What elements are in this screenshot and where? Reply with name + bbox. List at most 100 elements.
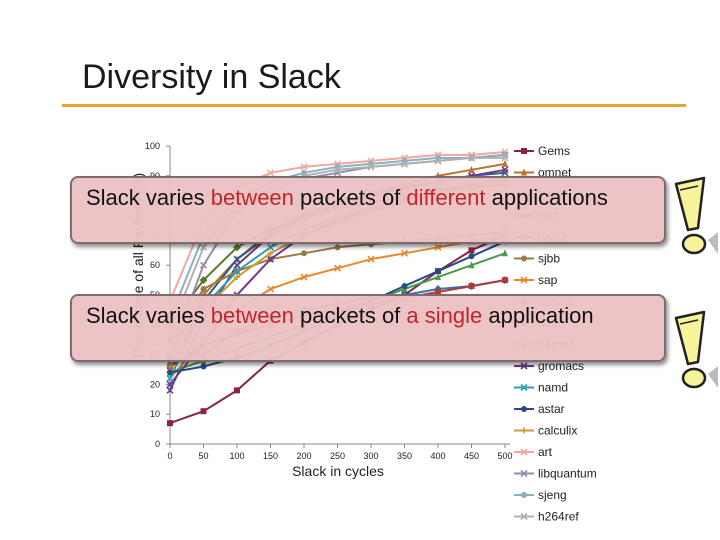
callout1-highlight-between: between bbox=[210, 185, 294, 210]
data-point-gromacs bbox=[166, 380, 174, 388]
legend-label-Gems: Gems bbox=[538, 144, 570, 158]
legend-label-namd: namd bbox=[538, 381, 568, 395]
y-tick-label: 20 bbox=[150, 379, 160, 389]
data-point-h264ref bbox=[367, 163, 375, 171]
data-point-sap bbox=[266, 285, 275, 293]
data-point-gromacs bbox=[266, 255, 275, 263]
data-point-sjbb bbox=[334, 244, 341, 251]
legend-marker-namd bbox=[520, 383, 528, 392]
legend-label-libquantum: libquantum bbox=[538, 467, 597, 481]
title-underline bbox=[62, 104, 686, 107]
legend-label-sjbb: sjbb bbox=[538, 252, 560, 266]
callout2-prefix: Slack varies bbox=[86, 303, 211, 328]
data-point-sap bbox=[367, 255, 375, 263]
legend-marker-art bbox=[520, 448, 528, 456]
data-point-namd bbox=[233, 267, 241, 275]
callout2-highlight-between: between bbox=[210, 303, 294, 328]
data-point-sap bbox=[400, 249, 409, 257]
data-point-h264ref bbox=[400, 160, 409, 168]
legend-marker-sjeng bbox=[521, 492, 527, 498]
data-point-Gems bbox=[167, 420, 173, 427]
data-point-Gems bbox=[234, 387, 240, 394]
legend-label-gromacs: gromacs bbox=[538, 359, 584, 373]
data-point-art bbox=[266, 169, 275, 177]
data-point-h264ref bbox=[434, 157, 442, 165]
legend-marker-calculix bbox=[521, 427, 527, 434]
legend-label-h264ref: h264ref bbox=[538, 510, 579, 524]
data-point-omnet bbox=[468, 165, 475, 173]
legend-label-art: art bbox=[538, 445, 553, 459]
data-point-sap bbox=[300, 273, 308, 281]
callout1-prefix: Slack varies bbox=[86, 185, 211, 210]
data-point-barnes bbox=[468, 261, 475, 269]
y-tick-label: 0 bbox=[155, 439, 160, 449]
data-point-namd bbox=[166, 374, 174, 383]
data-point-bzip2 bbox=[501, 166, 509, 174]
data-point-astar bbox=[468, 253, 475, 260]
data-point-astar bbox=[435, 268, 441, 275]
data-point-barnes bbox=[435, 273, 441, 281]
data-point-calculix bbox=[267, 250, 274, 257]
x-axis-label: Slack in cycles bbox=[292, 463, 384, 479]
data-point-art bbox=[300, 163, 308, 171]
data-point-Gems bbox=[468, 247, 475, 254]
callout2-highlight-single: a single bbox=[406, 303, 483, 328]
data-point-omnet bbox=[502, 159, 508, 167]
data-point-Gems bbox=[200, 408, 207, 415]
data-point-sjbb bbox=[301, 250, 307, 257]
data-point-astar bbox=[167, 369, 173, 376]
legend-marker-omnet bbox=[521, 168, 527, 176]
x-tick-label: 100 bbox=[229, 451, 244, 461]
data-point-bzip2 bbox=[166, 386, 174, 394]
legend-label-calculix: calculix bbox=[538, 424, 577, 438]
x-tick-label: 350 bbox=[397, 451, 412, 461]
data-point-deal bbox=[502, 277, 508, 284]
x-tick-label: 500 bbox=[497, 451, 512, 461]
legend-marker-gromacs bbox=[520, 362, 528, 370]
legend-label-sjeng: sjeng bbox=[538, 488, 567, 502]
legend-label-sap: sap bbox=[538, 273, 558, 287]
x-tick-label: 50 bbox=[198, 451, 208, 461]
x-tick-label: 400 bbox=[430, 451, 445, 461]
data-point-tpcw bbox=[199, 276, 208, 285]
callout2-middle: packets of bbox=[293, 303, 407, 328]
y-tick-label: 100 bbox=[145, 141, 160, 151]
x-tick-label: 450 bbox=[464, 451, 479, 461]
data-point-h264ref bbox=[333, 166, 342, 174]
legend-marker-sjbb bbox=[521, 255, 527, 262]
data-point-calculix bbox=[234, 274, 240, 281]
data-point-sap bbox=[434, 243, 442, 251]
data-point-astar bbox=[401, 283, 408, 290]
callout-single-application: Slack varies between packets of a single… bbox=[70, 294, 666, 362]
data-point-astar bbox=[200, 363, 207, 370]
x-tick-label: 150 bbox=[263, 451, 278, 461]
data-point-mcf bbox=[233, 255, 241, 263]
legend-marker-libquantum bbox=[520, 469, 528, 478]
y-tick-label: 60 bbox=[150, 260, 160, 270]
data-point-deal bbox=[435, 289, 441, 296]
legend-marker-Gems bbox=[521, 148, 527, 154]
data-point-sjbb bbox=[200, 286, 207, 293]
data-point-barnes bbox=[502, 249, 508, 257]
data-point-sap bbox=[333, 264, 342, 272]
x-tick-label: 0 bbox=[167, 451, 172, 461]
data-point-calculix bbox=[167, 363, 173, 370]
exclamation-icon bbox=[674, 176, 718, 255]
data-point-bzip2 bbox=[233, 261, 241, 269]
data-point-deal bbox=[468, 283, 475, 290]
callout1-suffix: applications bbox=[485, 185, 608, 210]
data-point-h264ref bbox=[199, 243, 208, 251]
legend-label-astar: astar bbox=[538, 402, 565, 416]
data-point-tpcw bbox=[233, 243, 241, 252]
legend-marker-astar bbox=[521, 406, 527, 412]
callout1-middle: packets of bbox=[293, 185, 407, 210]
legend-marker-h264ref bbox=[520, 512, 528, 521]
legend-marker-sap bbox=[520, 276, 528, 284]
x-tick-label: 250 bbox=[330, 451, 345, 461]
data-point-h264ref bbox=[501, 154, 509, 162]
data-point-namd bbox=[266, 243, 275, 251]
x-tick-label: 200 bbox=[296, 451, 311, 461]
slide-title: Diversity in Slack bbox=[82, 58, 341, 96]
callout-different-applications: Slack varies between packets of differen… bbox=[70, 176, 666, 244]
